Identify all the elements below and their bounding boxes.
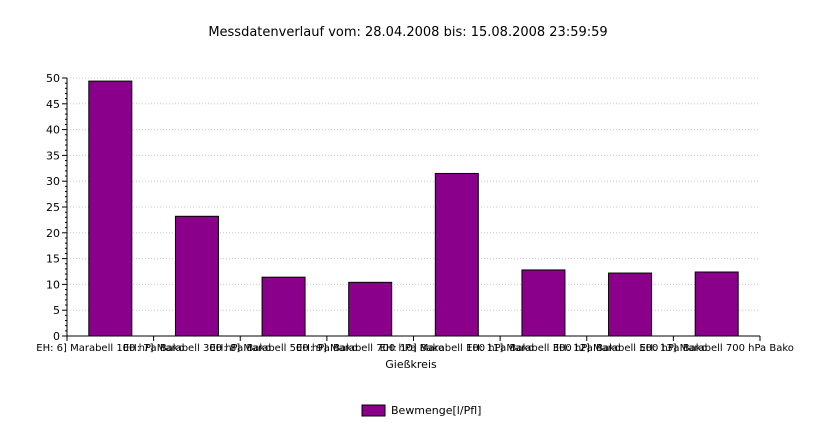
bar: [434, 172, 479, 337]
bar: [348, 281, 393, 337]
x-tick-label: EH: 12] Marabell 500 hPa Bako: [553, 343, 707, 354]
y-tick-label: 45: [46, 98, 60, 111]
tick-labels: 0 5 10 15 20 25 30 35 40 45 50 EH: 6] Marabell 100 …: [36, 72, 794, 354]
bar: [174, 215, 219, 337]
y-tick-label: 10: [46, 278, 60, 291]
x-tick-label: EH: 7] Marabell 300 hPa Bako: [123, 343, 271, 354]
chart-title: Messdatenverlauf vom: 28.04.2008 bis: 15…: [208, 25, 607, 40]
axes: [62, 77, 761, 341]
x-axis-title: Gießkreis: [385, 358, 437, 371]
grid-lines: [67, 77, 760, 311]
bar: [88, 80, 133, 337]
y-tick-label: 0: [53, 330, 60, 343]
y-tick-label: 50: [46, 72, 60, 85]
x-tick-label: EH: 9] Marabell 700 hPa Bako: [296, 343, 444, 354]
x-tick-label: EH: 8] Marabell 500 hPa Bako: [210, 343, 358, 354]
bar: [694, 271, 739, 337]
legend-label: Bewmenge[l/Pfl]: [391, 404, 481, 417]
x-tick-label: EH: 6] Marabell 100 hPa Bako: [36, 343, 184, 354]
bars: [88, 80, 739, 337]
x-tick-label: EH: 13] Marabell 700 hPa Bako: [639, 343, 793, 354]
y-tick-label: 25: [46, 201, 60, 214]
bar: [261, 276, 306, 337]
legend: Bewmenge[l/Pfl]: [361, 404, 481, 417]
y-tick-label: 15: [46, 253, 60, 266]
bar: [521, 269, 566, 337]
legend-swatch: [361, 404, 386, 417]
y-tick-label: 40: [46, 124, 60, 137]
x-tick-label: EH: 10] Marabell 100 hPa Bako: [380, 343, 534, 354]
bar: [608, 272, 653, 337]
y-tick-label: 5: [53, 304, 60, 317]
y-tick-label: 20: [46, 227, 60, 240]
x-tick-label: EH: 11] Marabell 300 hPa Bako: [466, 343, 620, 354]
y-tick-label: 30: [46, 175, 60, 188]
y-tick-label: 35: [46, 149, 60, 162]
